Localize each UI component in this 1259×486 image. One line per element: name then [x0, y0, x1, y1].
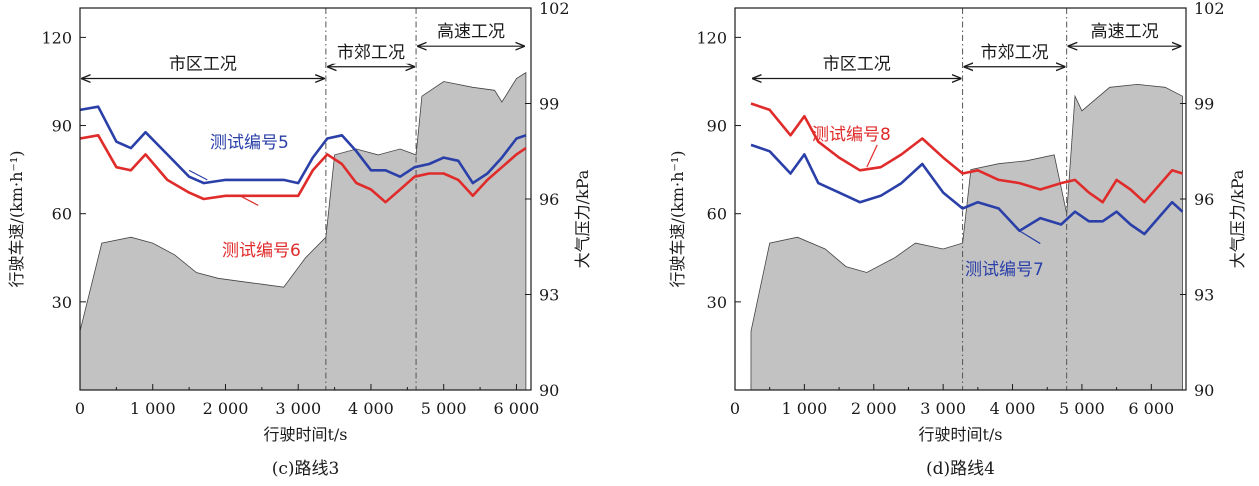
x-tick-label: 2 000 [203, 399, 249, 418]
y-left-tick-label: 90 [52, 117, 72, 136]
y-left-tick-label: 120 [41, 28, 72, 47]
y-left-tick-label: 120 [696, 28, 727, 47]
series-annotation: 测试编号6 [222, 241, 301, 261]
x-tick-label: 4 000 [990, 399, 1036, 418]
segment-label-bg [976, 41, 1053, 64]
x-tick-label: 5 000 [421, 399, 467, 418]
segment-label: 高速工况 [437, 22, 505, 42]
segment-label: 高速工况 [1091, 22, 1159, 42]
y-left-tick-label: 60 [707, 205, 727, 224]
series-annotation: 测试编号7 [965, 260, 1044, 280]
x-tick-label: 5 000 [1059, 399, 1105, 418]
y-right-tick-label: 99 [1194, 95, 1214, 114]
x-tick-label: 1 000 [781, 399, 827, 418]
y-right-tick-label: 102 [1194, 0, 1225, 18]
annotation-leader [239, 195, 259, 206]
series-line-2 [79, 134, 527, 204]
speed-area [79, 71, 527, 391]
y-left-axis-label: 行驶车速/(km·h⁻¹) [7, 151, 26, 288]
y-left-tick-label: 60 [52, 205, 72, 224]
x-tick-label: 6 000 [1128, 399, 1174, 418]
segment-label-bg [164, 53, 241, 76]
y-left-tick-label: 90 [707, 117, 727, 136]
segment-label: 市区工况 [823, 55, 891, 75]
speed-area [750, 83, 1183, 391]
x-tick-label: 1 000 [130, 399, 176, 418]
series-line-1 [79, 105, 527, 185]
segment-label-bg [818, 53, 895, 76]
segment-label: 市郊工况 [337, 43, 405, 63]
panel-caption: (c)路线3 [272, 459, 340, 479]
x-tick-label: 2 000 [851, 399, 897, 418]
series-line-1 [750, 102, 1183, 204]
panel-caption: (d)路线4 [926, 459, 995, 479]
y-right-tick-label: 90 [1194, 381, 1214, 400]
x-tick-label: 6 000 [494, 399, 540, 418]
x-axis-label: 行驶时间t/s [918, 425, 1002, 444]
x-tick-label: 0 [730, 399, 740, 418]
y-right-tick-label: 93 [539, 286, 559, 305]
x-tick-label: 0 [75, 399, 85, 418]
x-tick-label: 4 000 [348, 399, 394, 418]
y-right-tick-label: 96 [539, 190, 559, 209]
segment-label-bg [432, 21, 509, 44]
y-left-axis-label: 行驶车速/(km·h⁻¹) [668, 151, 687, 288]
annotation-leader [188, 169, 208, 181]
x-axis-label: 行驶时间t/s [263, 425, 347, 444]
y-right-tick-label: 99 [539, 95, 559, 114]
y-left-tick-label: 30 [707, 293, 727, 312]
y-right-axis-label: 大气压力/kPa [573, 169, 592, 268]
series-line-2 [750, 143, 1184, 236]
x-tick-label: 3 000 [920, 399, 966, 418]
series-annotation: 测试编号8 [812, 125, 891, 145]
segment-label-bg [332, 41, 409, 64]
series-annotation: 测试编号5 [210, 133, 289, 153]
y-right-tick-label: 93 [1194, 286, 1214, 305]
y-right-tick-label: 102 [539, 0, 570, 18]
segment-label: 市郊工况 [981, 43, 1049, 63]
x-tick-label: 3 000 [275, 399, 321, 418]
annotation-leader [866, 144, 878, 168]
y-left-tick-label: 30 [52, 293, 72, 312]
y-right-tick-label: 90 [539, 381, 559, 400]
y-right-axis-label: 大气压力/kPa [1228, 169, 1247, 268]
y-right-tick-label: 96 [1194, 190, 1214, 209]
segment-label-bg [1086, 21, 1163, 44]
segment-label: 市区工况 [169, 55, 237, 75]
annotation-leader [1019, 230, 1041, 245]
